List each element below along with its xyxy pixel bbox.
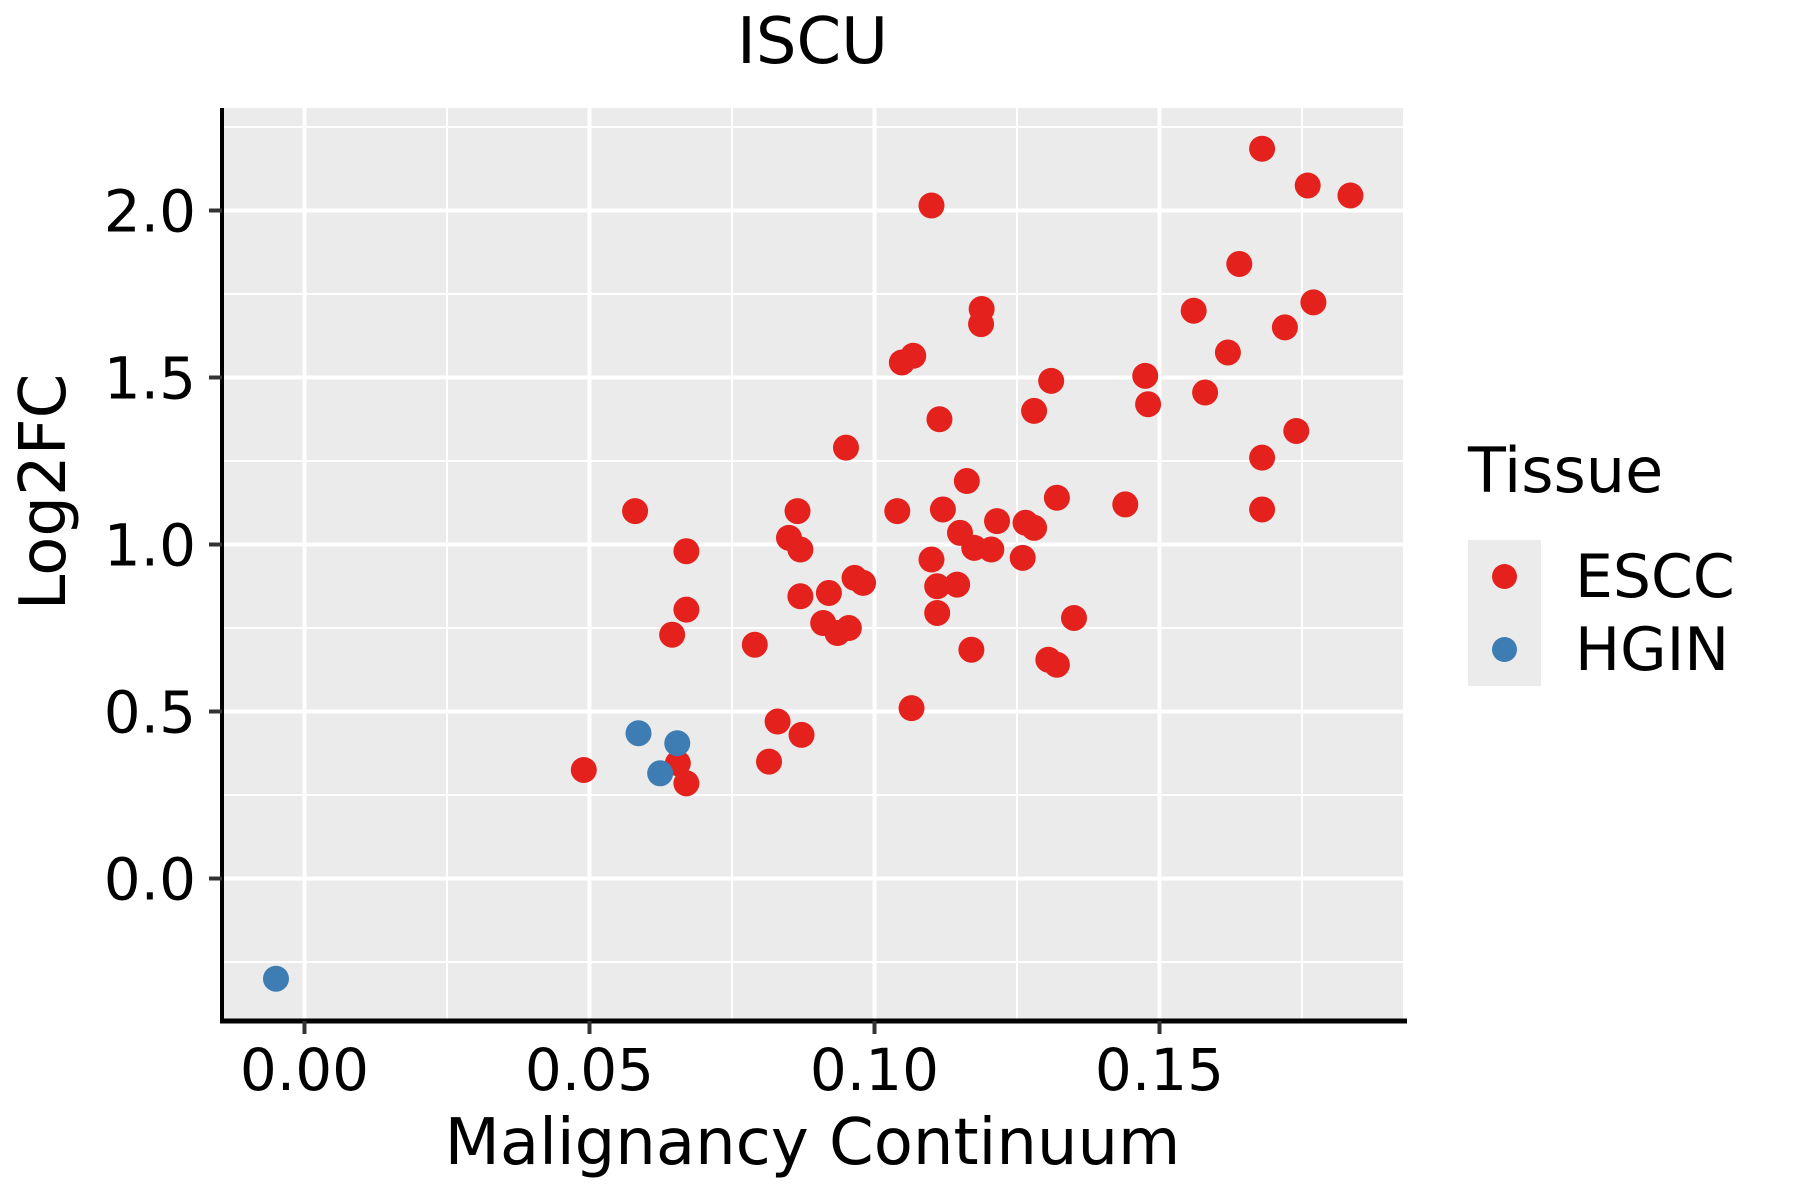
legend-key-hgin	[1468, 613, 1541, 686]
legend-entry-hgin: HGIN	[1468, 613, 1735, 686]
data-point-escc	[1337, 182, 1364, 209]
data-point-escc	[622, 498, 649, 525]
x-tick-label: 0.15	[1095, 1036, 1224, 1104]
data-point-escc	[659, 621, 686, 648]
data-point-escc	[1283, 417, 1310, 444]
data-point-escc	[1060, 604, 1087, 631]
data-point-escc	[1043, 651, 1070, 678]
data-point-escc	[1021, 397, 1048, 424]
data-point-escc	[832, 434, 859, 461]
legend-label-escc: ESCC	[1575, 541, 1735, 612]
legend: Tissue ESCC HGIN	[1468, 436, 1735, 686]
data-point-escc	[978, 536, 1005, 563]
legend-key-escc	[1468, 540, 1541, 613]
data-point-escc	[1112, 491, 1139, 518]
data-point-escc	[570, 756, 597, 783]
data-point-escc	[835, 615, 862, 642]
y-tick-label: 1.5	[104, 345, 196, 413]
x-tick-label: 0.00	[240, 1036, 369, 1104]
data-point-escc	[1249, 135, 1276, 162]
data-point-escc	[1249, 496, 1276, 523]
data-point-escc	[1271, 314, 1298, 341]
data-point-escc	[918, 546, 945, 573]
data-point-escc	[1249, 444, 1276, 471]
data-point-escc	[1132, 362, 1159, 389]
data-point-escc	[898, 695, 925, 722]
data-point-escc	[953, 468, 980, 495]
x-tick-label: 0.10	[810, 1036, 939, 1104]
data-point-escc	[1226, 250, 1253, 277]
data-point-escc	[673, 538, 700, 565]
data-point-escc	[926, 406, 953, 433]
data-point-escc	[815, 579, 842, 606]
data-point-escc	[1300, 289, 1327, 316]
data-point-escc	[784, 498, 811, 525]
data-point-escc	[1192, 379, 1219, 406]
y-tick-label: 0.5	[104, 679, 196, 747]
data-point-escc	[1038, 367, 1065, 394]
data-point-escc	[884, 498, 911, 525]
data-point-escc	[900, 342, 927, 369]
data-point-escc	[968, 311, 995, 338]
x-tick-label: 0.05	[525, 1036, 654, 1104]
data-point-escc	[673, 770, 700, 797]
data-point-escc	[1135, 391, 1162, 418]
data-point-escc	[924, 573, 951, 600]
y-tick-label: 1.0	[104, 512, 196, 580]
data-point-hgin	[647, 760, 674, 787]
data-point-escc	[958, 636, 985, 663]
data-point-escc	[787, 583, 814, 610]
plot-title: ISCU	[736, 5, 889, 79]
data-point-escc	[741, 631, 768, 658]
data-point-escc	[1009, 544, 1036, 571]
x-axis-title: Malignancy Continuum	[444, 1106, 1181, 1180]
escc-point-icon	[1492, 564, 1517, 589]
data-point-hgin	[262, 965, 289, 992]
data-point-escc	[1021, 514, 1048, 541]
data-point-escc	[1214, 339, 1241, 366]
data-point-hgin	[664, 730, 691, 757]
data-point-escc	[850, 569, 877, 596]
y-tick-label: 2.0	[104, 178, 196, 246]
data-point-escc	[929, 496, 956, 523]
legend-entry-escc: ESCC	[1468, 540, 1735, 613]
data-point-escc	[924, 599, 951, 626]
panel-background	[222, 108, 1403, 1021]
data-point-hgin	[625, 720, 652, 747]
legend-title: Tissue	[1468, 434, 1664, 507]
data-point-escc	[918, 192, 945, 219]
data-point-escc	[944, 571, 971, 598]
legend-label-hgin: HGIN	[1575, 614, 1730, 685]
data-point-escc	[1043, 484, 1070, 511]
data-point-escc	[1180, 297, 1207, 324]
data-point-escc	[756, 748, 783, 775]
data-point-escc	[673, 596, 700, 623]
y-tick-label: 0.0	[104, 846, 196, 914]
data-point-escc	[788, 721, 815, 748]
data-point-escc	[1294, 172, 1321, 199]
data-point-escc	[984, 508, 1011, 535]
data-point-escc	[764, 708, 791, 735]
hgin-point-icon	[1492, 637, 1517, 662]
data-point-escc	[787, 536, 814, 563]
